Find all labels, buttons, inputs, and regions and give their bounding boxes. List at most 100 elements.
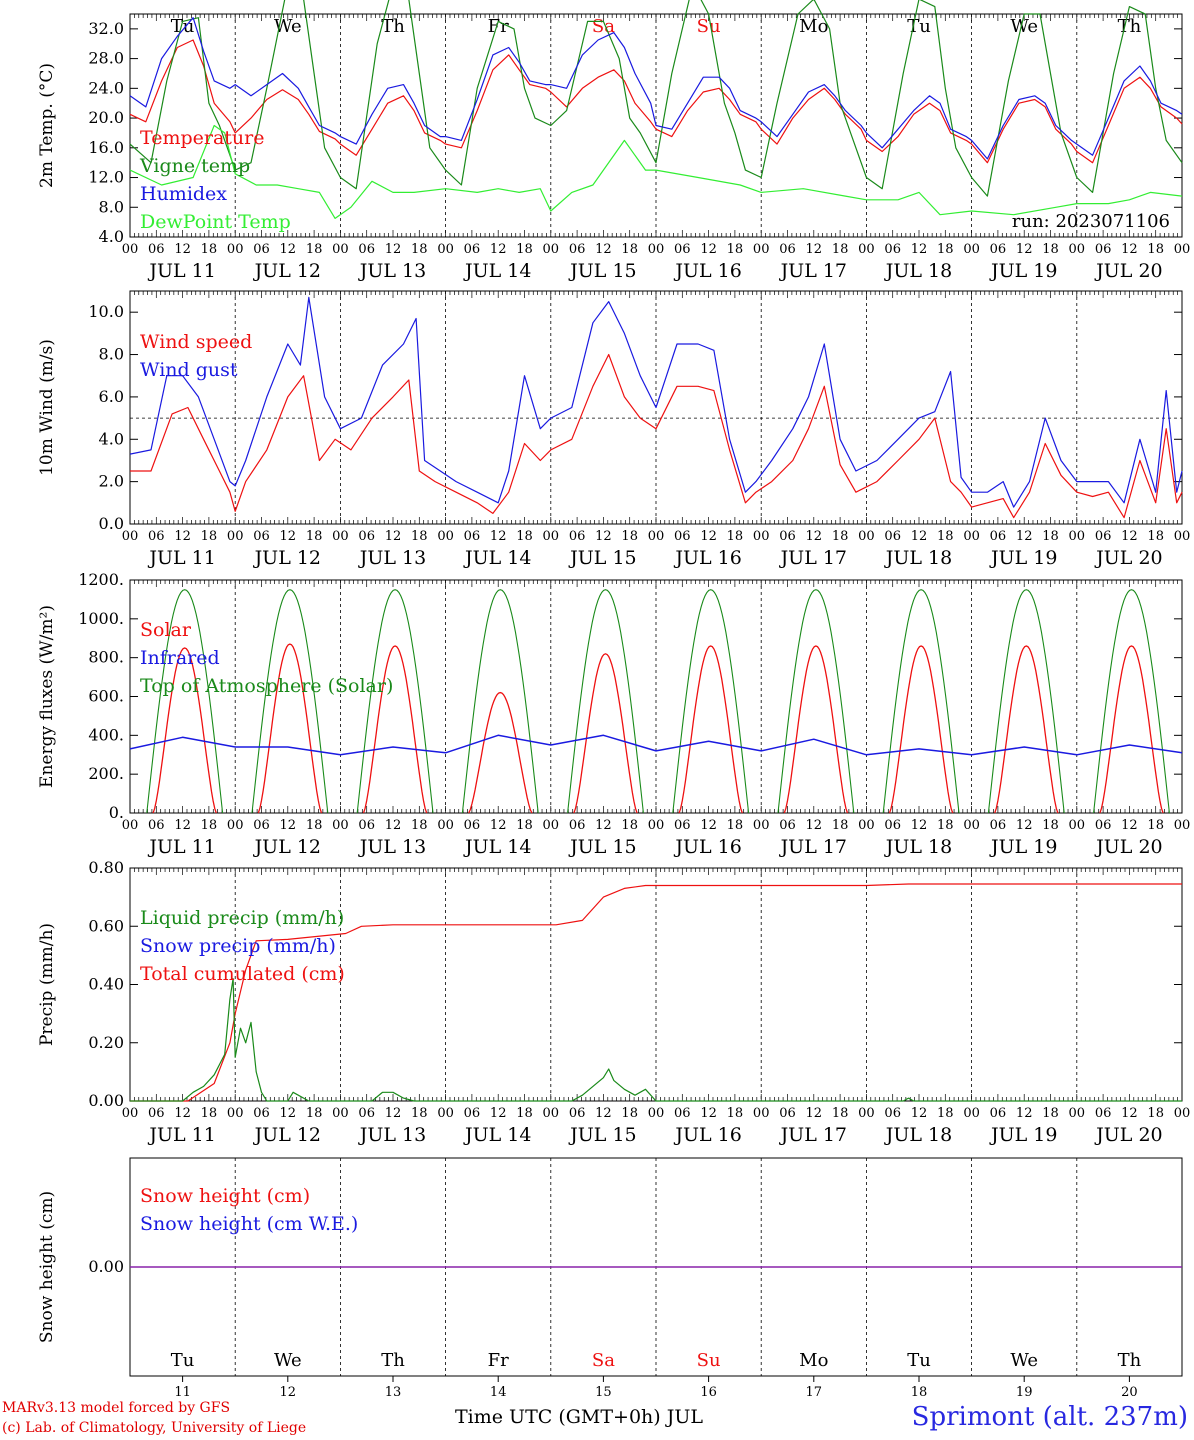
day-number-label: 16	[700, 1385, 717, 1400]
day-date-label: JUL 16	[673, 260, 741, 282]
hour-tick-label: 18	[1042, 1106, 1059, 1121]
hour-tick-label: 18	[832, 529, 849, 544]
hour-tick-label: 18	[937, 242, 954, 257]
day-date-label: JUL 12	[253, 547, 321, 569]
weekday-label: Fr	[488, 16, 509, 37]
day-date-label: JUL 19	[989, 260, 1057, 282]
y-tick-label: 12.0	[88, 168, 124, 187]
credit-line-lab: (c) Lab. of Climatology, University of L…	[2, 1420, 307, 1436]
toa-solar-curve	[251, 589, 329, 814]
hour-tick-label: 18	[411, 242, 428, 257]
legend-entry: Wind gust	[140, 359, 238, 381]
hour-tick-label: 12	[806, 242, 823, 257]
hour-tick-label: 18	[516, 242, 533, 257]
weekday-label: Sa	[592, 1350, 615, 1371]
hour-tick-label: 12	[911, 529, 928, 544]
hour-tick-label: 00	[332, 818, 349, 833]
hour-tick-label: 06	[674, 242, 691, 257]
y-tick-label: 0.80	[88, 858, 124, 877]
hour-tick-label: 18	[727, 529, 744, 544]
hour-tick-label: 12	[280, 818, 297, 833]
hour-tick-label: 00	[1069, 529, 1086, 544]
hour-tick-label: 12	[700, 818, 717, 833]
hour-tick-label: 12	[1121, 1106, 1138, 1121]
panel-5: 0.00 Snow height (cm) Tu We Th Fr Sa Su Mo Tu We Th…	[37, 1157, 1183, 1400]
hour-tick-label: 00	[963, 242, 980, 257]
y-axis-label: Snow height (cm)	[37, 1191, 57, 1343]
hour-tick-label: 18	[621, 529, 638, 544]
hour-tick-label: 06	[1095, 529, 1112, 544]
panel-4: 0.00 0.20 0.40 0.60 0.80 Precip (mm/h) 00 06 12 1…	[37, 858, 1190, 1146]
hour-tick-label: 18	[727, 1106, 744, 1121]
hour-tick-label: 00	[858, 242, 875, 257]
hour-tick-label: 18	[727, 818, 744, 833]
hour-tick-label: 18	[1147, 818, 1164, 833]
hour-tick-label: 06	[358, 1106, 375, 1121]
series-line	[129, 0, 1183, 197]
y-tick-label: 1200.	[78, 570, 124, 589]
solar-curve	[468, 691, 533, 814]
y-axis-label: Energy fluxes (W/m²)	[37, 605, 57, 788]
legend-entry: Top of Atmosphere (Solar)	[140, 675, 393, 697]
hour-tick-label: 00	[332, 1106, 349, 1121]
y-tick-label: 2.0	[99, 472, 124, 491]
hour-tick-label: 00	[858, 818, 875, 833]
hour-tick-label: 12	[174, 242, 191, 257]
run-label: run: 2023071106	[1012, 211, 1170, 232]
hour-tick-label: 00	[332, 242, 349, 257]
day-date-label: JUL 16	[673, 547, 741, 569]
day-date-label: JUL 15	[568, 836, 636, 858]
hour-tick-label: 06	[779, 529, 796, 544]
y-tick-label: 800.	[88, 648, 124, 667]
day-date-label: JUL 14	[463, 260, 531, 282]
weekday-label: We	[1010, 16, 1038, 37]
hour-tick-label: 00	[543, 818, 560, 833]
hour-tick-label: 12	[806, 1106, 823, 1121]
toa-solar-curve	[461, 589, 539, 814]
legend-entry: DewPoint Temp	[140, 211, 291, 233]
hour-tick-label: 00	[753, 818, 770, 833]
hour-tick-label: 12	[490, 1106, 507, 1121]
hour-tick-label: 00	[227, 818, 244, 833]
hour-tick-label: 18	[516, 529, 533, 544]
solar-curve	[1099, 645, 1164, 814]
x-axis-title: Time UTC (GMT+0h) JUL	[455, 1406, 703, 1428]
day-date-label: JUL 14	[463, 836, 531, 858]
hour-tick-label: 00	[1069, 242, 1086, 257]
hour-tick-label: 18	[937, 818, 954, 833]
y-tick-label: 400.	[88, 725, 124, 744]
y-tick-label: 8.0	[99, 345, 124, 364]
legend-entry: Solar	[140, 619, 192, 641]
hour-tick-label: 06	[464, 1106, 481, 1121]
hour-tick-label: 06	[674, 1106, 691, 1121]
hour-tick-label: 18	[201, 242, 218, 257]
day-date-label: JUL 13	[358, 836, 426, 858]
panel-2: 0.0 2.0 4.0 6.0 8.0 10.0 10m Wind (m/s) 00 06 12 1…	[37, 290, 1191, 569]
hour-tick-label: 18	[306, 529, 323, 544]
day-number-label: 17	[806, 1385, 823, 1400]
day-number-label: 11	[174, 1385, 191, 1400]
hour-tick-label: 06	[779, 1106, 796, 1121]
hour-tick-label: 00	[1174, 529, 1191, 544]
weekday-label: Su	[697, 16, 721, 37]
y-axis-label: 2m Temp. (°C)	[37, 63, 57, 188]
weekday-label: Tu	[171, 1350, 195, 1371]
hour-tick-label: 06	[884, 818, 901, 833]
y-tick-label: 1000.	[78, 609, 124, 628]
hour-tick-label: 06	[990, 242, 1007, 257]
hour-tick-label: 00	[437, 818, 454, 833]
legend-entry: Temperature	[140, 127, 264, 149]
hour-tick-label: 00	[543, 242, 560, 257]
credit-line-model: MARv3.13 model forced by GFS	[2, 1400, 231, 1416]
legend-entry: Wind speed	[140, 331, 252, 353]
weekday-label: Mo	[799, 16, 828, 37]
hour-tick-label: 06	[1095, 818, 1112, 833]
day-date-label: JUL 19	[989, 1124, 1057, 1146]
legend-entry: Snow height (cm W.E.)	[140, 1213, 358, 1235]
weekday-label: Tu	[907, 1350, 931, 1371]
hour-tick-label: 00	[1174, 1106, 1191, 1121]
day-date-label: JUL 20	[1094, 547, 1162, 569]
hour-tick-label: 18	[306, 242, 323, 257]
y-tick-label: 8.0	[99, 197, 124, 216]
